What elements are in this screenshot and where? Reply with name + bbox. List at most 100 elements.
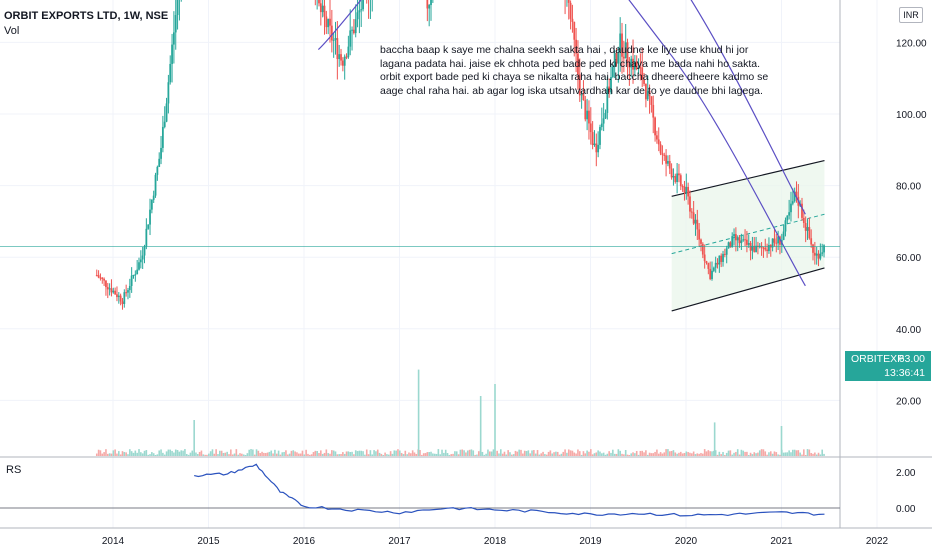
volume-bar [118, 451, 120, 456]
time-axis[interactable]: 2014 2015 2016 2017 2018 2019 2020 2021 2022 [102, 536, 889, 547]
candle [330, 25, 333, 41]
volume-bar [531, 450, 533, 456]
volume-bar [632, 452, 634, 456]
volume-bar [786, 452, 789, 456]
volume-bar [162, 452, 164, 456]
volume-bar [222, 452, 225, 456]
volume-bar [439, 454, 441, 456]
volume-bar [404, 450, 407, 456]
price-axis[interactable]: 20.00 40.00 60.00 80.00 100.00 120.00 [896, 38, 927, 407]
volume-bar [747, 454, 750, 456]
volume-bar [580, 454, 583, 456]
volume-bar [336, 454, 339, 456]
candle [588, 110, 590, 124]
candle [138, 262, 140, 270]
candles [95, 0, 825, 310]
volume-spike [193, 420, 195, 456]
volume-bar [314, 450, 317, 456]
volume-bar [646, 454, 649, 456]
currency-badge[interactable]: INR [899, 7, 923, 23]
candle [714, 262, 717, 268]
volume-bar [241, 453, 243, 456]
candle [804, 223, 807, 231]
volume-bar [810, 452, 812, 456]
volume-bar [321, 453, 324, 456]
candle [709, 268, 712, 280]
volume-bar [766, 454, 768, 456]
candle [685, 186, 688, 193]
volume-bar [406, 454, 408, 456]
candle [174, 15, 177, 33]
volume-bar [165, 451, 168, 456]
candle [810, 238, 813, 245]
volume-bar [127, 454, 129, 456]
volume-bar [296, 452, 298, 456]
volume-bar [435, 453, 438, 456]
volume-bar [760, 449, 763, 456]
volume-bar [152, 453, 155, 456]
candle [633, 61, 636, 70]
candle [608, 86, 611, 93]
symbol-title[interactable]: ORBIT EXPORTS LTD, 1W, NSE [4, 10, 169, 22]
volume-bar [378, 452, 381, 456]
volume-bar [134, 450, 137, 456]
volume-bar [523, 450, 526, 456]
candle [801, 203, 803, 218]
volume-bar [220, 450, 223, 456]
candle [323, 5, 326, 17]
volume-bar [597, 450, 599, 456]
volume-bar [652, 453, 655, 456]
volume-bar [601, 453, 603, 456]
candle [338, 54, 341, 60]
volume-bar [237, 454, 239, 456]
volume-bar [571, 450, 574, 456]
candle [734, 234, 737, 241]
candle [165, 103, 168, 122]
candle [351, 29, 353, 31]
volume-bar [731, 454, 734, 456]
volume-bar [303, 454, 306, 456]
volume-bar [160, 449, 162, 456]
volume-bar [668, 451, 671, 456]
volume-spike [417, 369, 420, 456]
candle [659, 144, 662, 154]
volume-bar [373, 450, 375, 456]
volume-bar [716, 454, 719, 456]
candle [687, 186, 690, 197]
candle [171, 44, 173, 64]
volume-bar [277, 450, 280, 456]
candle [727, 242, 730, 249]
candle [729, 242, 732, 248]
candle [716, 262, 719, 265]
volume-bar [544, 454, 546, 456]
candle [591, 132, 594, 146]
time-tick-label: 2022 [866, 536, 889, 547]
volume-bar [364, 454, 366, 456]
chart-note[interactable]: baccha baap k saye me chalna seekh sakta… [380, 44, 769, 97]
volume-bar [529, 453, 531, 456]
volume-bar [567, 449, 570, 456]
candle [817, 253, 820, 259]
volume-bar [713, 450, 715, 456]
volume-bar [768, 452, 770, 456]
volume-bar [775, 452, 778, 456]
candle [176, 0, 179, 16]
volume-bar [593, 453, 596, 456]
volume-bar [628, 454, 631, 456]
candle [119, 295, 122, 302]
volume-bar [200, 450, 203, 456]
volume-bar [132, 452, 135, 456]
candle [736, 237, 739, 241]
candle [349, 30, 352, 47]
volume-bar [226, 451, 228, 456]
volume-bar [398, 450, 401, 456]
candle [95, 275, 98, 277]
volume-bar [329, 453, 331, 456]
candle [679, 175, 682, 187]
candle [617, 52, 620, 64]
candle [141, 255, 144, 260]
volume-bar [224, 452, 227, 456]
volume-bar [202, 454, 205, 456]
price-channel [671, 159, 825, 312]
